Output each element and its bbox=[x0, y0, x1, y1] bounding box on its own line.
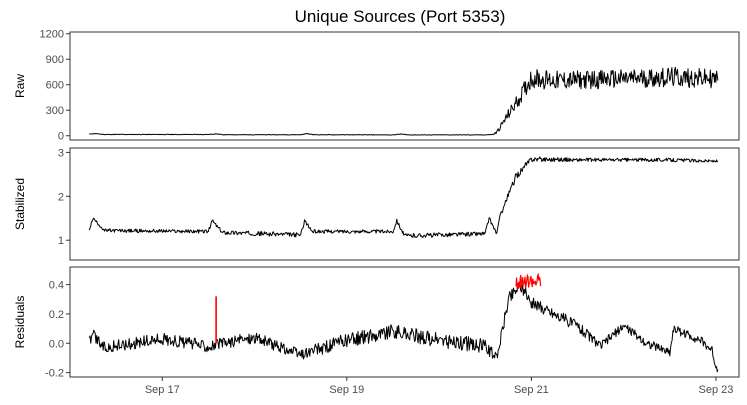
x-tick-label: Sep 21 bbox=[514, 384, 549, 396]
y-tick-label: 0.0 bbox=[49, 338, 64, 350]
y-tick-label: 600 bbox=[46, 80, 64, 92]
panel-3: -0.2 0.0 0.2 0.4 Residuals Sep 17 Sep 19 Sep 21… bbox=[13, 266, 740, 396]
panel-2: 1 2 3 Stabilized bbox=[13, 147, 740, 261]
x-tick-label: Sep 23 bbox=[698, 384, 733, 396]
y-axis-label: Raw bbox=[13, 74, 27, 98]
y-tick-label: 1200 bbox=[40, 29, 64, 41]
y-tick-label: 0 bbox=[58, 131, 64, 143]
y-tick-label: -0.2 bbox=[45, 368, 64, 380]
y-tick-label: 3 bbox=[58, 147, 64, 159]
y-axis-label: Residuals bbox=[13, 296, 27, 349]
y-tick-label: 2 bbox=[58, 191, 64, 203]
series-line bbox=[89, 66, 719, 136]
x-tick-label: Sep 19 bbox=[329, 384, 364, 396]
y-tick-label: 900 bbox=[46, 54, 64, 66]
chart-title: Unique Sources (Port 5353) bbox=[295, 7, 506, 26]
series-line bbox=[88, 282, 719, 373]
y-tick-label: 300 bbox=[46, 105, 64, 117]
x-tick-label: Sep 17 bbox=[145, 384, 180, 396]
y-tick-label: 0.2 bbox=[49, 309, 64, 321]
panel-frame bbox=[69, 31, 740, 141]
panel-1: 0 300 600 900 1200 Raw bbox=[13, 29, 740, 143]
panel-frame bbox=[69, 147, 740, 261]
y-tick-label: 1 bbox=[58, 235, 64, 247]
panel-frame bbox=[69, 266, 740, 378]
y-tick-label: 0.4 bbox=[49, 280, 64, 292]
anomaly-mark bbox=[515, 272, 542, 290]
series-line bbox=[88, 156, 719, 238]
y-axis-label: Stabilized bbox=[13, 178, 27, 230]
